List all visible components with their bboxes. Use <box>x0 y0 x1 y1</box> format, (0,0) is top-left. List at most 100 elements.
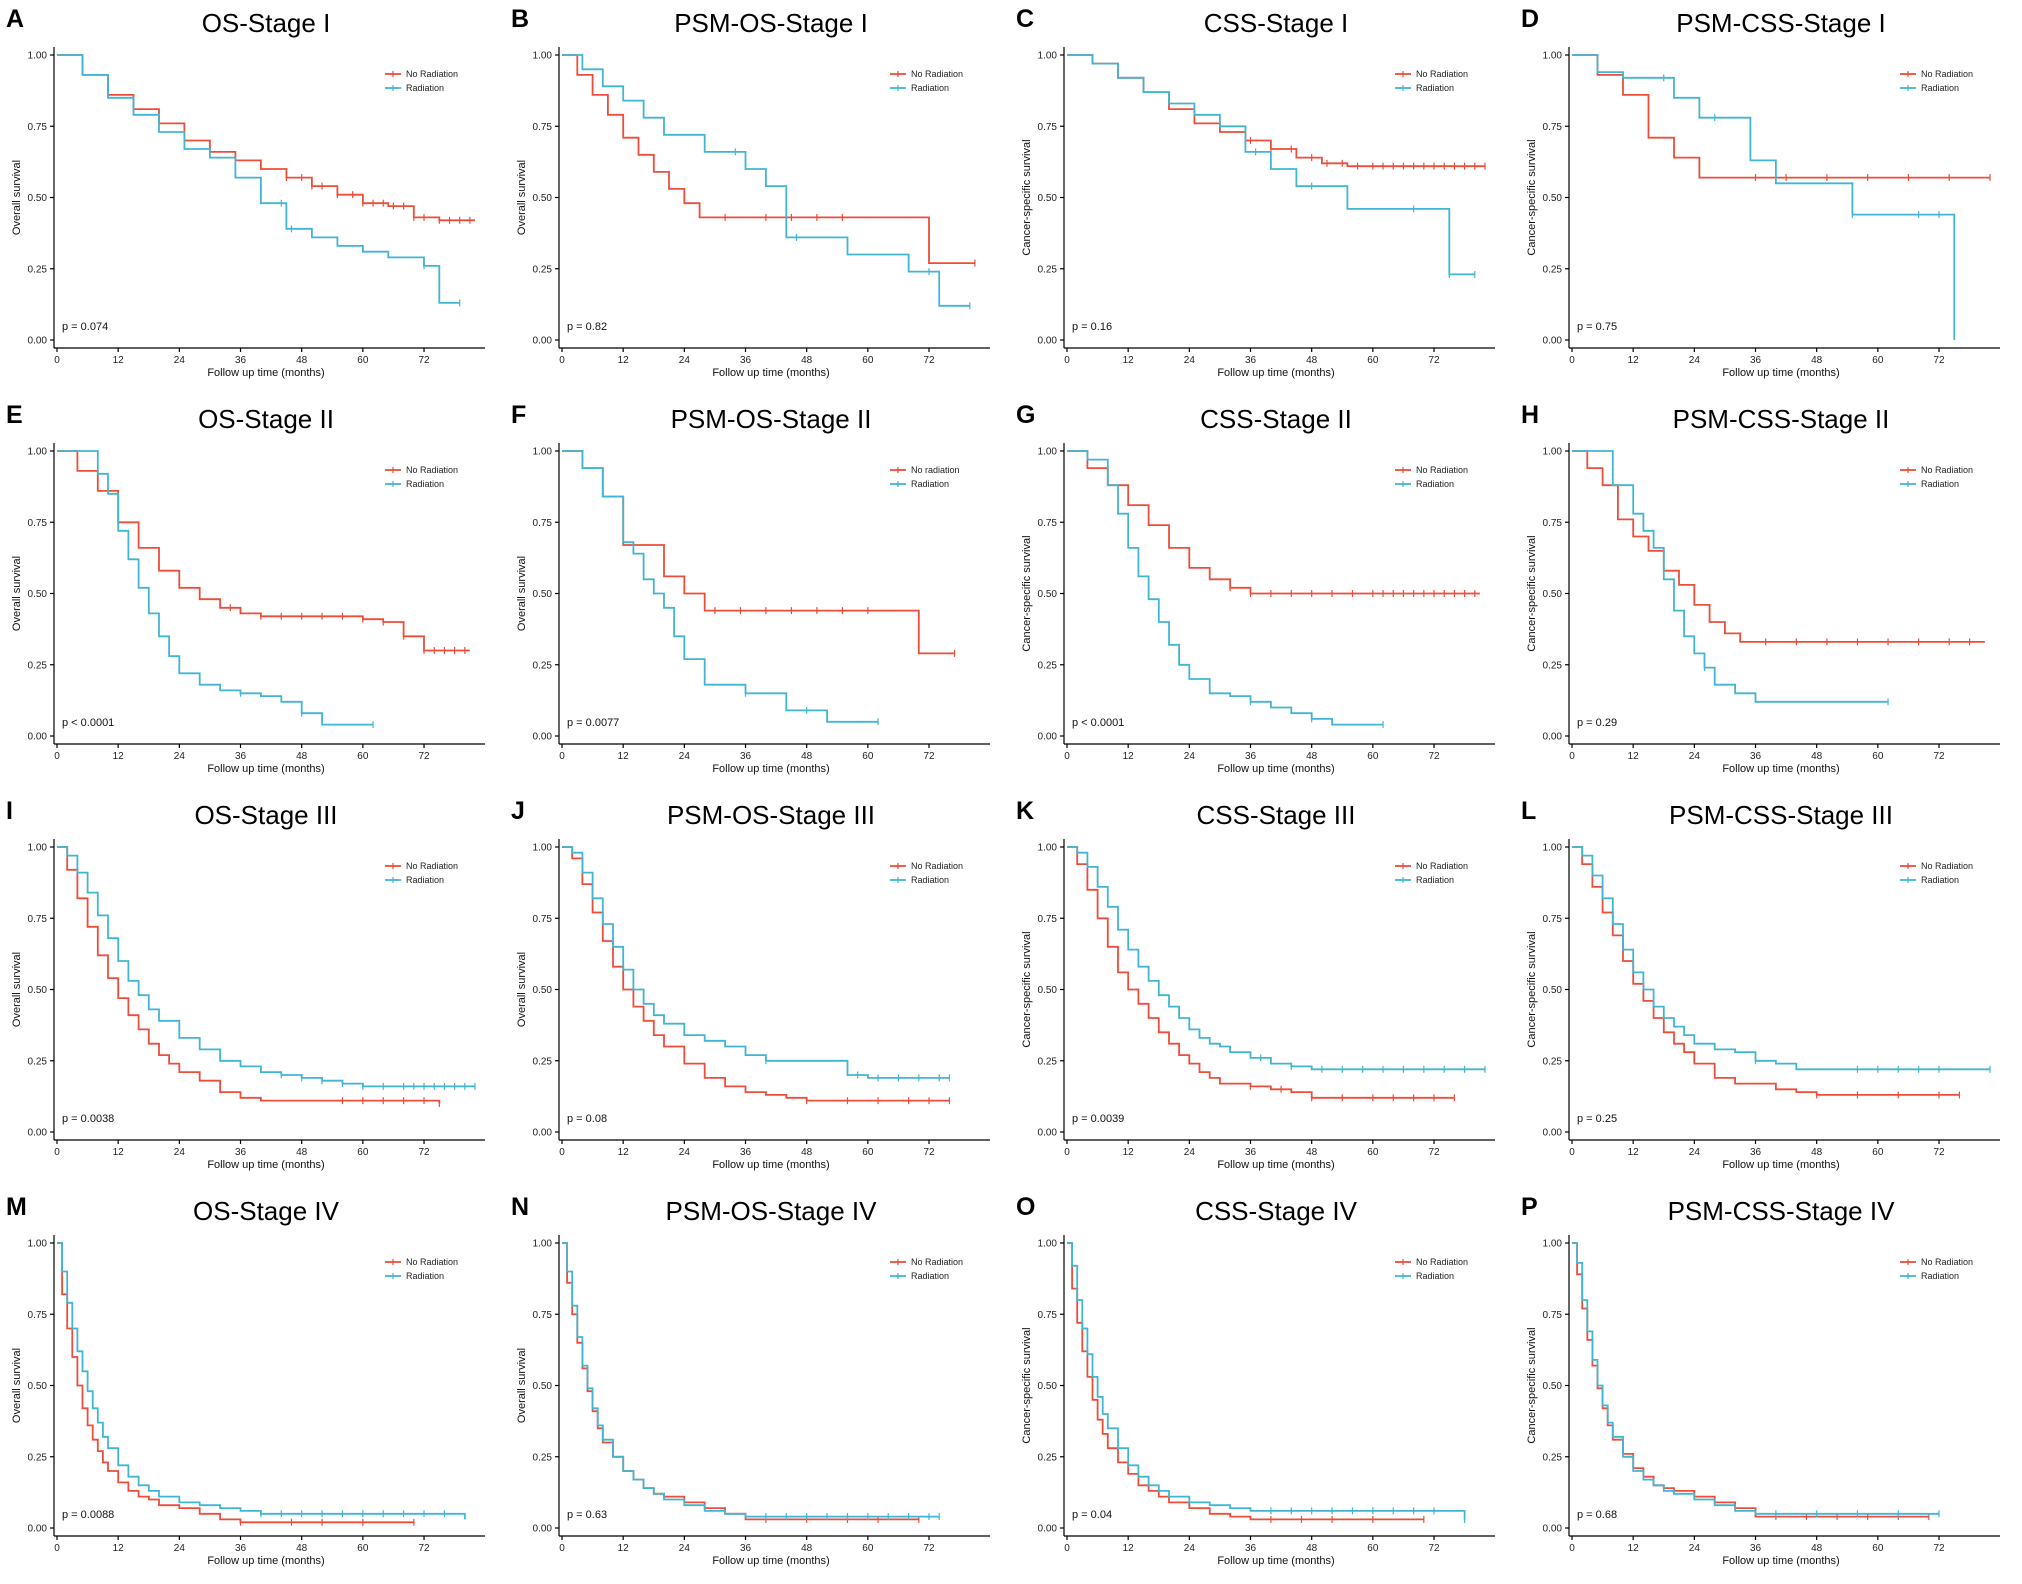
x-tick-label: 12 <box>113 355 125 366</box>
panel-title: PSM-CSS-Stage III <box>1669 800 1893 830</box>
y-tick-label: 0.25 <box>1543 1452 1563 1463</box>
x-tick-label: 0 <box>1064 355 1070 366</box>
x-tick-label: 24 <box>679 1543 691 1554</box>
km-plot-svg: L PSM-CSS-Stage III 0.00 0.25 0.50 0.75 1.00 0 1… <box>1521 797 2000 1171</box>
y-tick-label: 0.25 <box>533 264 553 275</box>
y-tick-label: 1.00 <box>1038 1239 1058 1250</box>
x-tick-label: 48 <box>1811 1147 1823 1158</box>
no-radiation-survival-curve <box>562 450 955 655</box>
y-tick-label: 0.50 <box>1038 1381 1058 1392</box>
legend-label: No Radiation <box>911 69 963 79</box>
x-tick-label: 12 <box>618 1543 630 1554</box>
km-panel-a: A OS-Stage I 0.00 0.25 0.50 0.75 1.00 0 12 24 36 48… <box>0 0 505 396</box>
x-tick-label: 48 <box>1811 1543 1823 1554</box>
km-plot-svg: I OS-Stage III 0.00 0.25 0.50 0.75 1.00 0 12 24 36… <box>6 797 485 1171</box>
x-tick-label: 0 <box>1064 1543 1070 1554</box>
x-tick-label: 24 <box>174 355 186 366</box>
panel-letter: J <box>511 797 525 825</box>
no-radiation-survival-curve <box>562 54 975 264</box>
legend-label: No Radiation <box>406 861 458 871</box>
panel-title: PSM-CSS-Stage I <box>1676 8 1886 38</box>
x-tick-label: 60 <box>357 355 369 366</box>
x-axis-label: Follow up time (months) <box>207 367 324 379</box>
y-tick-label: 0.75 <box>533 518 553 529</box>
km-panel-b: B PSM-OS-Stage I 0.00 0.25 0.50 0.75 1.00 0 12 24… <box>505 0 1010 396</box>
legend-label: No Radiation <box>1921 1257 1973 1267</box>
y-tick-label: 0.00 <box>533 1128 553 1139</box>
x-tick-label: 24 <box>1689 1543 1701 1554</box>
km-plot-svg: D PSM-CSS-Stage I 0.00 0.25 0.50 0.75 1.00 0 12 2… <box>1521 5 2000 379</box>
x-tick-label: 60 <box>357 751 369 762</box>
y-tick-label: 0.50 <box>28 589 48 600</box>
x-tick-label: 72 <box>1428 751 1440 762</box>
km-plot-svg: F PSM-OS-Stage II 0.00 0.25 0.50 0.75 1.00 0 12 2… <box>511 401 990 775</box>
no-radiation-survival-curve <box>1572 846 1960 1096</box>
x-axis-label: Follow up time (months) <box>1722 367 1839 379</box>
panel-letter: H <box>1521 401 1539 429</box>
km-plot-svg: H PSM-CSS-Stage II 0.00 0.25 0.50 0.75 1.00 0 12… <box>1521 401 2000 775</box>
km-plot-svg: E OS-Stage II 0.00 0.25 0.50 0.75 1.00 0 12 24 36 4… <box>6 401 485 775</box>
x-tick-label: 12 <box>618 751 630 762</box>
x-tick-label: 12 <box>113 751 125 762</box>
x-tick-label: 0 <box>1569 1147 1575 1158</box>
y-tick-label: 0.00 <box>1038 732 1058 743</box>
x-tick-label: 48 <box>801 1543 813 1554</box>
no-radiation-survival-curve <box>1067 1242 1424 1521</box>
y-tick-label: 0.25 <box>533 1056 553 1067</box>
y-tick-label: 0.50 <box>28 985 48 996</box>
radiation-survival-curve <box>1067 846 1485 1071</box>
x-tick-label: 36 <box>235 1543 247 1554</box>
no-radiation-survival-curve <box>57 846 441 1104</box>
x-tick-label: 60 <box>862 1543 874 1554</box>
y-tick-label: 0.00 <box>28 336 48 347</box>
y-tick-label: 0.00 <box>1038 1524 1058 1535</box>
legend-label: No Radiation <box>1416 861 1468 871</box>
km-plot-svg: O CSS-Stage IV 0.00 0.25 0.50 0.75 1.00 0 12 24 36… <box>1016 1193 1495 1567</box>
y-tick-label: 0.50 <box>1543 589 1563 600</box>
x-tick-label: 0 <box>1064 1147 1070 1158</box>
x-tick-label: 72 <box>418 1147 430 1158</box>
y-tick-label: 0.75 <box>1038 914 1058 925</box>
p-value-label: p = 0.0077 <box>567 717 619 729</box>
legend-label: Radiation <box>1921 1271 1959 1281</box>
x-tick-label: 0 <box>559 751 565 762</box>
x-axis-label: Follow up time (months) <box>712 1159 829 1171</box>
x-tick-label: 24 <box>1184 751 1196 762</box>
x-tick-label: 24 <box>1184 1543 1196 1554</box>
panel-title: PSM-OS-Stage II <box>671 404 872 434</box>
x-tick-label: 36 <box>1245 1543 1257 1554</box>
legend-label: Radiation <box>911 875 949 885</box>
radiation-survival-curve <box>562 1242 940 1518</box>
y-tick-label: 1.00 <box>1038 447 1058 458</box>
legend-label: Radiation <box>406 875 444 885</box>
x-tick-label: 60 <box>357 1147 369 1158</box>
x-tick-label: 12 <box>1123 355 1135 366</box>
y-tick-label: 0.75 <box>1543 518 1563 529</box>
x-axis-label: Follow up time (months) <box>1217 367 1334 379</box>
x-tick-label: 60 <box>1872 355 1884 366</box>
x-tick-label: 60 <box>1367 1543 1379 1554</box>
x-axis-label: Follow up time (months) <box>712 763 829 775</box>
x-tick-label: 48 <box>1306 355 1318 366</box>
radiation-survival-curve <box>1067 1242 1466 1520</box>
x-tick-label: 12 <box>1628 751 1640 762</box>
panel-title: CSS-Stage I <box>1204 8 1349 38</box>
x-tick-label: 0 <box>1569 355 1575 366</box>
panel-letter: F <box>511 401 526 429</box>
legend-label: No Radiation <box>1921 69 1973 79</box>
x-tick-label: 12 <box>618 1147 630 1158</box>
y-tick-label: 1.00 <box>1543 51 1563 62</box>
x-tick-label: 36 <box>235 1147 247 1158</box>
x-tick-label: 60 <box>1872 751 1884 762</box>
y-tick-label: 0.75 <box>28 122 48 133</box>
legend-label: Radiation <box>911 479 949 489</box>
y-axis-label: Overall survival <box>11 160 23 235</box>
x-tick-label: 72 <box>1933 355 1945 366</box>
panel-letter: C <box>1016 5 1034 33</box>
y-tick-label: 0.25 <box>28 1452 48 1463</box>
no-radiation-survival-curve <box>57 54 475 222</box>
y-tick-label: 0.00 <box>1543 1128 1563 1139</box>
x-tick-label: 48 <box>1306 751 1318 762</box>
y-tick-label: 0.50 <box>533 589 553 600</box>
panel-letter: N <box>511 1193 529 1221</box>
